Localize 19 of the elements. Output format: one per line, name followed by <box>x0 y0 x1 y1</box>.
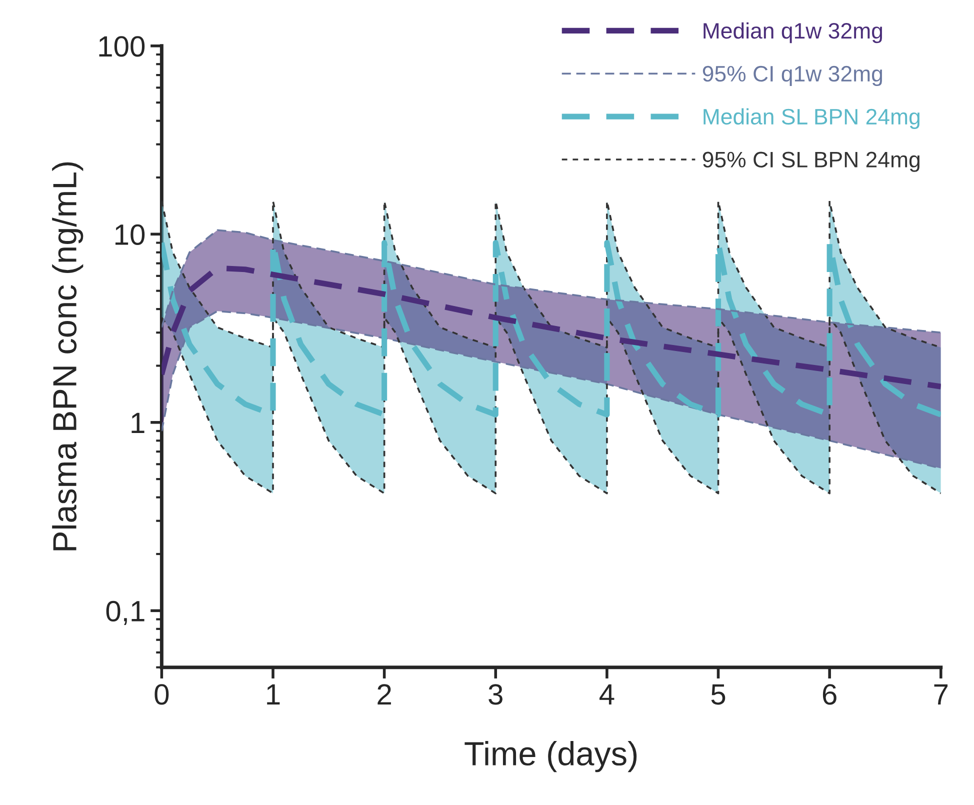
y-tick-label: 1 <box>132 412 144 433</box>
x-tick-label: 2 <box>378 684 391 704</box>
x-tick-label: 1 <box>267 684 280 704</box>
x-tick-label: 7 <box>934 684 948 704</box>
x-tick-label: 5 <box>711 684 726 705</box>
x-tick-label: 4 <box>600 684 614 704</box>
text: Median q1w 32mg <box>704 22 882 44</box>
y-axis-title: Plasma BPN conc (ng/mL) <box>52 162 84 550</box>
y-tick-label: 0,1 <box>106 600 144 625</box>
text: 95% CI q1w 32mg <box>702 66 882 86</box>
y-tick-label: 100 <box>99 36 145 57</box>
x-tick-label: 6 <box>822 684 836 705</box>
y-tick-label: 10 <box>115 224 145 246</box>
x-tick-label: 3 <box>488 684 502 705</box>
line-series <box>162 229 941 334</box>
text: 95% CI SL BPN 24mg <box>702 152 920 172</box>
x-axis-title: Time (days) <box>464 741 637 772</box>
x-tick-label: 0 <box>154 684 169 705</box>
text: Median SL BPN 24mg <box>704 108 920 129</box>
